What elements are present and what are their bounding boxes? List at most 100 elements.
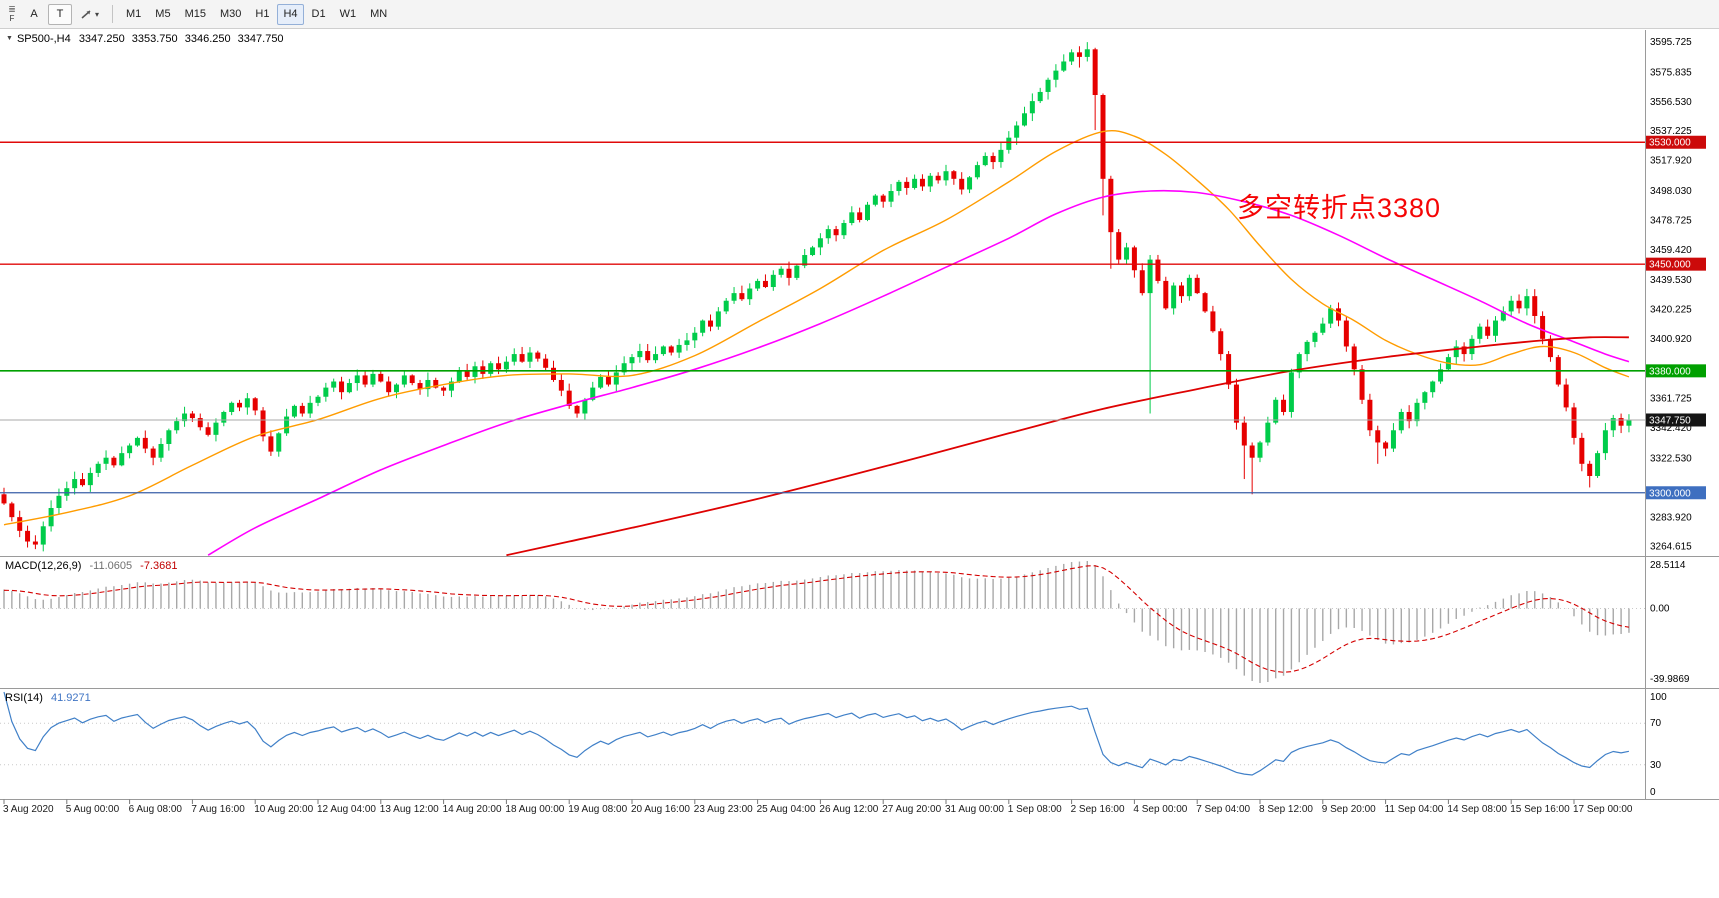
price-tick-label: 3556.530 xyxy=(1650,97,1692,108)
time-label: 4 Sep 00:00 xyxy=(1133,804,1187,815)
time-label: 17 Sep 00:00 xyxy=(1573,804,1633,815)
rsi-tick-100: 100 xyxy=(1650,692,1667,703)
toolbar-separator xyxy=(112,5,114,23)
slow-ma-line xyxy=(506,336,1629,557)
time-label: 12 Aug 04:00 xyxy=(317,804,376,815)
mid-ma-line xyxy=(207,189,1630,556)
price-badge xyxy=(1646,135,1706,149)
timeframe-button-d1[interactable]: D1 xyxy=(306,4,332,25)
ohlc-close: 3347.750 xyxy=(237,33,284,45)
timeframe-group: M1 M5 M15 M30 H1 H4 D1 W1 MN xyxy=(119,3,394,25)
trendline-icon xyxy=(81,10,91,19)
time-label: 5 Aug 00:00 xyxy=(66,804,120,815)
price-tick-label: 3517.920 xyxy=(1650,156,1692,167)
fast-ma-line xyxy=(3,129,1630,526)
rsi-line xyxy=(3,691,1630,776)
rsi-tick-70: 70 xyxy=(1650,718,1662,729)
ohlc-open: 3347.250 xyxy=(78,33,125,45)
timeframe-button-m30[interactable]: M30 xyxy=(214,4,247,25)
time-label: 14 Sep 08:00 xyxy=(1447,804,1507,815)
time-label: 31 Aug 00:00 xyxy=(945,804,1004,815)
time-label: 20 Aug 16:00 xyxy=(631,804,690,815)
timeframe-button-m1[interactable]: M1 xyxy=(120,4,147,25)
price-tick-label: 3400.920 xyxy=(1650,334,1692,345)
rsi-name: RSI(14) xyxy=(5,692,43,704)
price-tick-label: 3459.420 xyxy=(1650,245,1692,256)
menu-lines-icon: ≣ xyxy=(8,4,16,14)
time-label: 6 Aug 08:00 xyxy=(129,804,183,815)
price-axis[interactable]: 3595.725 3575.835 3556.530 3537.225 3517.920… xyxy=(1650,37,1692,553)
price-tick-label: 3283.920 xyxy=(1650,512,1692,523)
time-label: 3 Aug 2020 xyxy=(3,804,54,815)
timeframe-button-w1[interactable]: W1 xyxy=(334,4,363,25)
chart-canvas[interactable]: 3595.725 3575.835 3556.530 3537.225 3517.920… xyxy=(0,30,1719,898)
macd-signal-line xyxy=(3,565,1629,673)
timeframe-button-h4[interactable]: H4 xyxy=(277,3,304,25)
toolbar-customize-handle[interactable]: ≣ F xyxy=(3,1,21,27)
price-tick-label: 3575.835 xyxy=(1650,67,1692,78)
time-label: 7 Aug 16:00 xyxy=(191,804,245,815)
time-axis[interactable]: 3 Aug 2020 5 Aug 00:00 6 Aug 08:00 7 Aug 16… xyxy=(3,799,1633,816)
price-badge xyxy=(1646,486,1706,500)
macd-tick-top: 28.5114 xyxy=(1650,560,1686,571)
toolbar-f-label: F xyxy=(9,14,15,23)
timeframe-button-m5[interactable]: M5 xyxy=(149,4,176,25)
shapes-tool-button[interactable]: ▾ xyxy=(74,4,105,25)
macd-tick-zero: 0.00 xyxy=(1650,603,1670,614)
caret-down-icon: ▾ xyxy=(95,9,100,19)
svg-text:3300.000: 3300.000 xyxy=(1649,488,1691,499)
time-label: 27 Aug 20:00 xyxy=(882,804,941,815)
time-label: 8 Sep 12:00 xyxy=(1259,804,1313,815)
price-tick-label: 3478.725 xyxy=(1650,215,1692,226)
time-label: 18 Aug 00:00 xyxy=(505,804,564,815)
price-badge xyxy=(1646,364,1706,378)
ohlc-low: 3346.250 xyxy=(184,33,231,45)
macd-main-value: -11.0605 xyxy=(89,560,133,572)
time-label: 11 Sep 04:00 xyxy=(1385,804,1444,815)
symbol-period-label: SP500-,H4 xyxy=(16,33,71,45)
text-label-tool-button[interactable]: A xyxy=(22,4,46,25)
rsi-value: 41.9271 xyxy=(50,692,91,704)
macd-tick-bottom: -39.9869 xyxy=(1650,674,1690,685)
time-label: 13 Aug 12:00 xyxy=(380,804,439,815)
collapse-arrow-icon[interactable]: ▼ xyxy=(6,35,13,42)
price-tick-label: 3361.725 xyxy=(1650,394,1692,405)
time-label: 2 Sep 16:00 xyxy=(1071,804,1125,815)
price-tick-label: 3264.615 xyxy=(1650,542,1692,553)
price-tick-label: 3322.530 xyxy=(1650,453,1692,464)
time-label: 9 Sep 20:00 xyxy=(1322,804,1376,815)
time-label: 7 Sep 04:00 xyxy=(1196,804,1250,815)
time-label: 1 Sep 08:00 xyxy=(1008,804,1062,815)
macd-name: MACD(12,26,9) xyxy=(5,560,82,572)
time-label: 26 Aug 12:00 xyxy=(819,804,878,815)
time-label: 19 Aug 08:00 xyxy=(568,804,627,815)
text-box-tool-button[interactable]: T xyxy=(48,3,72,25)
price-tick-label: 3439.530 xyxy=(1650,275,1692,286)
timeframe-button-h1[interactable]: H1 xyxy=(249,4,275,25)
price-tick-label: 3498.030 xyxy=(1650,186,1692,197)
time-label: 14 Aug 20:00 xyxy=(443,804,502,815)
macd-histogram xyxy=(3,561,1630,683)
price-tick-label: 3420.225 xyxy=(1650,305,1692,316)
time-label: 25 Aug 04:00 xyxy=(757,804,816,815)
time-label: 10 Aug 20:00 xyxy=(254,804,313,815)
ohlc-high: 3353.750 xyxy=(131,33,178,45)
price-tick-label: 3595.725 xyxy=(1650,37,1692,48)
symbol-header: ▼ SP500-,H4 3347.250 3353.750 3346.250 33… xyxy=(6,33,284,45)
time-label: 23 Aug 23:00 xyxy=(694,804,753,815)
svg-text:3450.000: 3450.000 xyxy=(1649,260,1691,271)
macd-header: MACD(12,26,9) -11.0605 -7.3681 xyxy=(5,560,177,572)
chart-text-annotation: 多空转折点3380 xyxy=(1237,193,1442,223)
timeframe-button-m15[interactable]: M15 xyxy=(179,4,212,25)
timeframe-button-mn[interactable]: MN xyxy=(364,4,393,25)
svg-text:3347.750: 3347.750 xyxy=(1649,415,1691,426)
price-tick-label: 3342.420 xyxy=(1650,423,1692,434)
candlesticks xyxy=(1,42,1632,552)
rsi-tick-30: 30 xyxy=(1650,760,1662,771)
rsi-tick-0: 0 xyxy=(1650,787,1656,798)
time-label: 15 Sep 16:00 xyxy=(1510,804,1570,815)
price-tick-label: 3537.225 xyxy=(1650,126,1692,137)
rsi-axis[interactable]: 100 70 30 0 xyxy=(1650,692,1667,798)
macd-axis[interactable]: 28.5114 0.00 -39.9869 xyxy=(1650,560,1690,685)
